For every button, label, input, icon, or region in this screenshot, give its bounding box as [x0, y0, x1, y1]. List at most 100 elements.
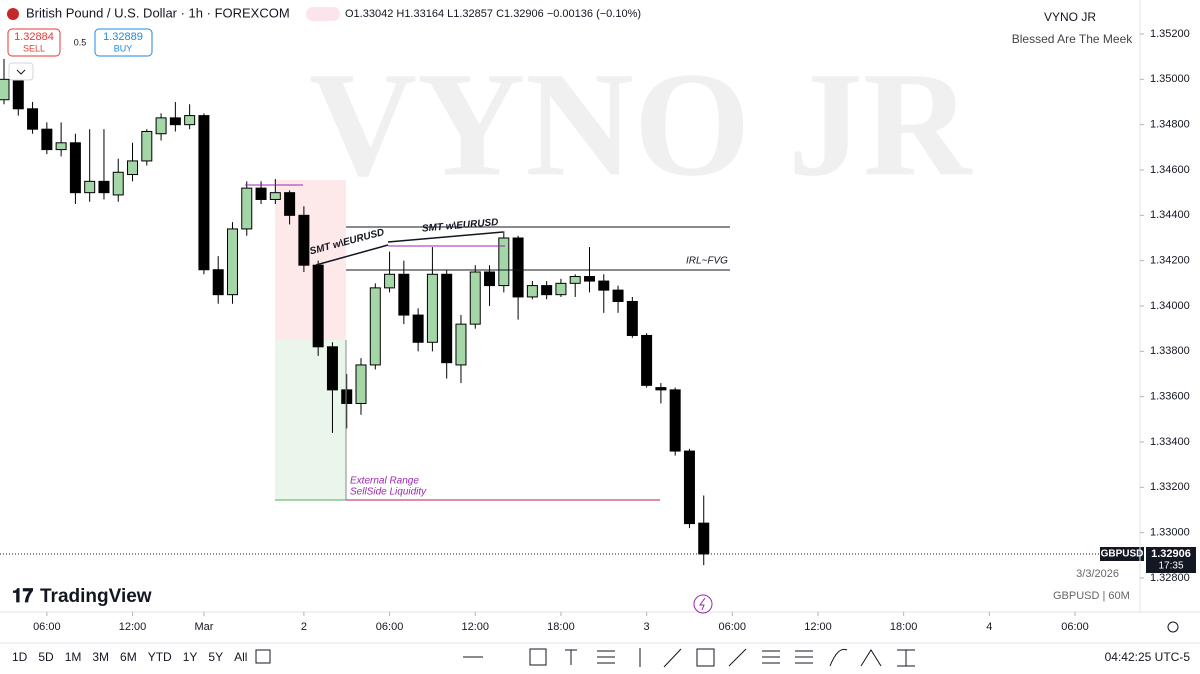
tool-icon[interactable] — [860, 649, 882, 667]
range-button[interactable]: 5D — [38, 650, 54, 664]
candle-body — [155, 117, 167, 135]
candle-body — [583, 276, 595, 282]
status-pill — [306, 7, 340, 21]
replay-icon[interactable] — [693, 594, 713, 614]
range-button[interactable]: YTD — [148, 650, 172, 664]
bolt — [699, 597, 706, 611]
buy-price: 1.32889 — [103, 31, 143, 43]
tool-icon[interactable] — [696, 648, 715, 667]
x-tick-label: 12:00 — [804, 621, 832, 633]
tool-icon[interactable] — [829, 648, 848, 667]
spread: 0.5 — [74, 37, 87, 47]
annotation: IRL~FVG — [686, 256, 728, 267]
range-button[interactable]: 1M — [65, 650, 82, 664]
candle-body — [698, 522, 710, 555]
collapse-button[interactable] — [8, 62, 34, 81]
drawing-tools — [463, 648, 915, 668]
range-button[interactable]: 6M — [120, 650, 137, 664]
range-button[interactable]: 3M — [92, 650, 109, 664]
y-tick-label: 1.32800 — [1150, 572, 1190, 584]
x-tick-label: 2 — [301, 621, 307, 633]
candle-body — [184, 115, 196, 126]
candle-body — [484, 271, 496, 287]
y-tick-label: 1.35000 — [1150, 73, 1190, 85]
range-buttons: 1D 5D 1M 3M 6M YTD 1Y 5Y All — [12, 650, 247, 664]
candle-body — [441, 273, 453, 364]
candle-body — [69, 142, 81, 194]
candle-body — [112, 171, 124, 196]
settings-icon[interactable] — [1167, 621, 1179, 633]
range-button[interactable]: 5Y — [208, 650, 223, 664]
tool-icon[interactable] — [897, 649, 915, 667]
candle-body — [0, 78, 10, 101]
price-tag-text: 1.32906 — [1151, 548, 1191, 560]
candle-body — [298, 214, 310, 266]
candle-body — [226, 228, 238, 296]
y-tick-label: 1.34000 — [1150, 300, 1190, 312]
candle-body — [12, 78, 24, 110]
tool-icon[interactable] — [762, 650, 780, 664]
candle-body — [498, 237, 510, 287]
candle-body — [683, 450, 695, 525]
candle-body — [341, 389, 353, 404]
smt-line — [315, 244, 389, 266]
candle-body — [526, 285, 538, 298]
candle-body — [569, 276, 581, 284]
candle-body — [355, 364, 367, 404]
candle-body — [369, 287, 381, 366]
candle-body — [212, 269, 224, 296]
logo: TradingView — [40, 586, 152, 607]
candle-body — [255, 187, 267, 200]
y-tick-label: 1.34800 — [1150, 119, 1190, 131]
tool-icon[interactable] — [795, 650, 813, 664]
symbol-tag — [1100, 547, 1144, 561]
candle-body — [598, 280, 610, 291]
candle-body — [269, 192, 281, 200]
sell-button[interactable] — [7, 28, 61, 57]
candles — [0, 58, 710, 566]
candle-body — [669, 389, 681, 452]
candle-body — [127, 160, 139, 176]
x-tick-label: 4 — [986, 621, 992, 633]
candle-body — [241, 187, 253, 230]
y-tick-label: 1.34400 — [1150, 209, 1190, 221]
range-button[interactable]: 1Y — [183, 650, 198, 664]
candle-body — [55, 142, 67, 151]
tool-icon[interactable] — [597, 650, 615, 664]
candle-body — [326, 346, 338, 391]
y-tick-label: 1.33400 — [1150, 436, 1190, 448]
buy-button[interactable] — [94, 28, 153, 57]
candle-body — [169, 117, 181, 126]
flag-icon — [7, 8, 19, 20]
candle-body — [41, 128, 53, 151]
range-button[interactable]: 1D — [12, 650, 28, 664]
sell-label: SELL — [23, 43, 45, 53]
x-tick-label: 06:00 — [33, 621, 61, 633]
x-tick-label: 3 — [644, 621, 650, 633]
candle-body — [284, 192, 296, 216]
candle-body — [626, 300, 638, 336]
symbol-info: GBPUSD | 60M — [1053, 590, 1130, 602]
candle-body — [312, 264, 324, 348]
calendar-icon[interactable] — [255, 649, 271, 664]
watermark: VYNO JR — [309, 41, 973, 207]
tool-icon[interactable] — [728, 648, 747, 667]
chevron — [16, 69, 26, 75]
candle-body — [384, 273, 396, 289]
x-tick-label: 18:00 — [890, 621, 918, 633]
range-button[interactable]: All — [234, 650, 247, 664]
y-tick-label: 1.34600 — [1150, 164, 1190, 176]
x-tick-label: 06:00 — [376, 621, 404, 633]
countdown: 17:35 — [1158, 561, 1183, 572]
tool-icon[interactable] — [529, 648, 547, 666]
tool-icon[interactable] — [565, 649, 577, 665]
candle-body — [141, 130, 153, 162]
tool-icon[interactable] — [663, 648, 682, 668]
y-tick-label: 1.33000 — [1150, 527, 1190, 539]
x-tick-label: 06:00 — [1061, 621, 1089, 633]
y-tick-label: 1.33200 — [1150, 481, 1190, 493]
candle-body — [98, 180, 110, 194]
annotation: SMT w\EURUSD — [422, 217, 499, 235]
y-tick-label: 1.35200 — [1150, 28, 1190, 40]
